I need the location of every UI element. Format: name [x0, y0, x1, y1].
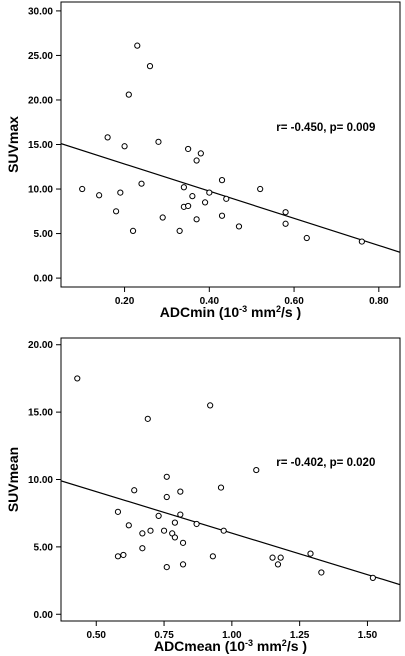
data-point	[163, 563, 170, 571]
data-point	[112, 208, 120, 215]
data-point	[155, 138, 162, 145]
scatter-plot-1: 0.00 5.00 10.00 15.00 20.00 25.00 30.00 0.20 0.4…	[5, 1, 401, 320]
data-point	[180, 184, 187, 191]
data-point	[121, 143, 128, 150]
data-point	[282, 209, 289, 216]
data-point	[217, 484, 225, 491]
y-axis-title: SUVmean	[5, 447, 21, 512]
data-point	[218, 177, 226, 184]
data-point	[163, 493, 170, 501]
correlation-annotation: r= -0.450, p= 0.009	[276, 122, 375, 134]
data-point	[277, 554, 284, 561]
regression-line	[61, 480, 400, 586]
data-point	[138, 180, 145, 187]
x-tick-label: 0.75	[154, 630, 174, 641]
data-point	[274, 561, 282, 568]
y-tick-label: 15.00	[28, 408, 53, 419]
data-point	[114, 508, 122, 515]
y-tick-label: 20.00	[28, 340, 53, 351]
data-point	[176, 227, 183, 234]
data-point	[197, 150, 204, 157]
x-tick-label: 1.50	[358, 630, 378, 641]
data-point	[79, 185, 86, 193]
data-point	[125, 91, 132, 98]
y-tick-label: 10.00	[28, 185, 53, 196]
y-tick-label: 15.00	[28, 140, 53, 151]
data-point	[120, 551, 127, 559]
data-point	[220, 527, 227, 534]
y-tick-label: 0.00	[34, 274, 54, 285]
data-point	[160, 527, 168, 534]
y-tick-label: 0.00	[34, 610, 54, 621]
data-point	[193, 520, 200, 528]
data-point	[223, 195, 230, 202]
data-point	[257, 185, 264, 193]
scatter-plot-2: 0.00 5.00 10.00 15.00 20.00 0.50 0.75 1.00 1.25 1…	[5, 337, 401, 654]
y-tick-label: 10.00	[28, 475, 53, 486]
data-point	[96, 192, 103, 199]
data-point	[139, 530, 146, 537]
data-point	[235, 223, 243, 230]
data-point	[171, 534, 179, 541]
data-point	[159, 214, 166, 221]
x-tick-label: 1.00	[222, 630, 242, 641]
x-tick-label: 0.50	[87, 630, 107, 641]
data-point	[193, 216, 200, 223]
data-point	[74, 375, 81, 382]
data-point	[129, 227, 137, 234]
plot-frame	[60, 337, 401, 622]
plot-frame	[60, 1, 401, 288]
data-point	[179, 539, 187, 546]
data-point	[189, 193, 196, 200]
data-point	[147, 527, 154, 534]
correlation-annotation: r= -0.402, p= 0.020	[276, 457, 375, 469]
y-tick-label: 20.00	[28, 95, 53, 106]
data-point	[104, 134, 111, 141]
y-tick-label: 25.00	[28, 51, 53, 62]
data-point	[125, 522, 132, 529]
data-point	[253, 466, 260, 474]
data-point	[117, 189, 124, 196]
data-point	[171, 519, 179, 526]
data-point	[269, 554, 276, 561]
y-tick-label: 5.00	[34, 229, 54, 240]
data-point	[282, 220, 289, 227]
data-point	[218, 212, 226, 219]
data-point	[163, 473, 170, 480]
y-tick-label: 30.00	[28, 6, 53, 17]
data-point	[134, 42, 141, 49]
y-tick-label: 5.00	[34, 542, 54, 553]
data-point	[114, 553, 122, 560]
data-point	[318, 569, 325, 576]
data-point	[193, 157, 200, 164]
data-point	[144, 415, 151, 422]
data-point	[206, 189, 213, 196]
data-point	[201, 199, 209, 206]
x-tick-label: 0.40	[200, 296, 220, 307]
data-point	[177, 511, 184, 518]
data-point	[185, 202, 192, 210]
x-tick-label: 0.80	[369, 296, 389, 307]
data-point	[358, 238, 365, 245]
y-axis-title: SUVmax	[5, 116, 21, 173]
data-point	[131, 487, 138, 494]
x-tick-label: 0.20	[115, 296, 135, 307]
x-tick-label: 1.25	[290, 630, 310, 641]
data-point	[209, 553, 216, 560]
data-point	[207, 402, 214, 409]
data-point	[155, 512, 162, 519]
data-point	[369, 574, 376, 581]
data-point	[185, 145, 192, 153]
x-axis-title: ADCmin (10-3 mm2/s )	[160, 304, 301, 320]
x-axis-title: ADCmean (10-3 mm2/s )	[154, 638, 307, 654]
x-tick-label: 0.60	[284, 296, 304, 307]
data-point	[307, 550, 314, 557]
data-point	[177, 488, 184, 495]
data-point	[179, 561, 187, 568]
data-point	[146, 63, 154, 70]
regression-line	[61, 143, 400, 253]
data-point	[303, 234, 310, 242]
data-point	[139, 545, 146, 552]
